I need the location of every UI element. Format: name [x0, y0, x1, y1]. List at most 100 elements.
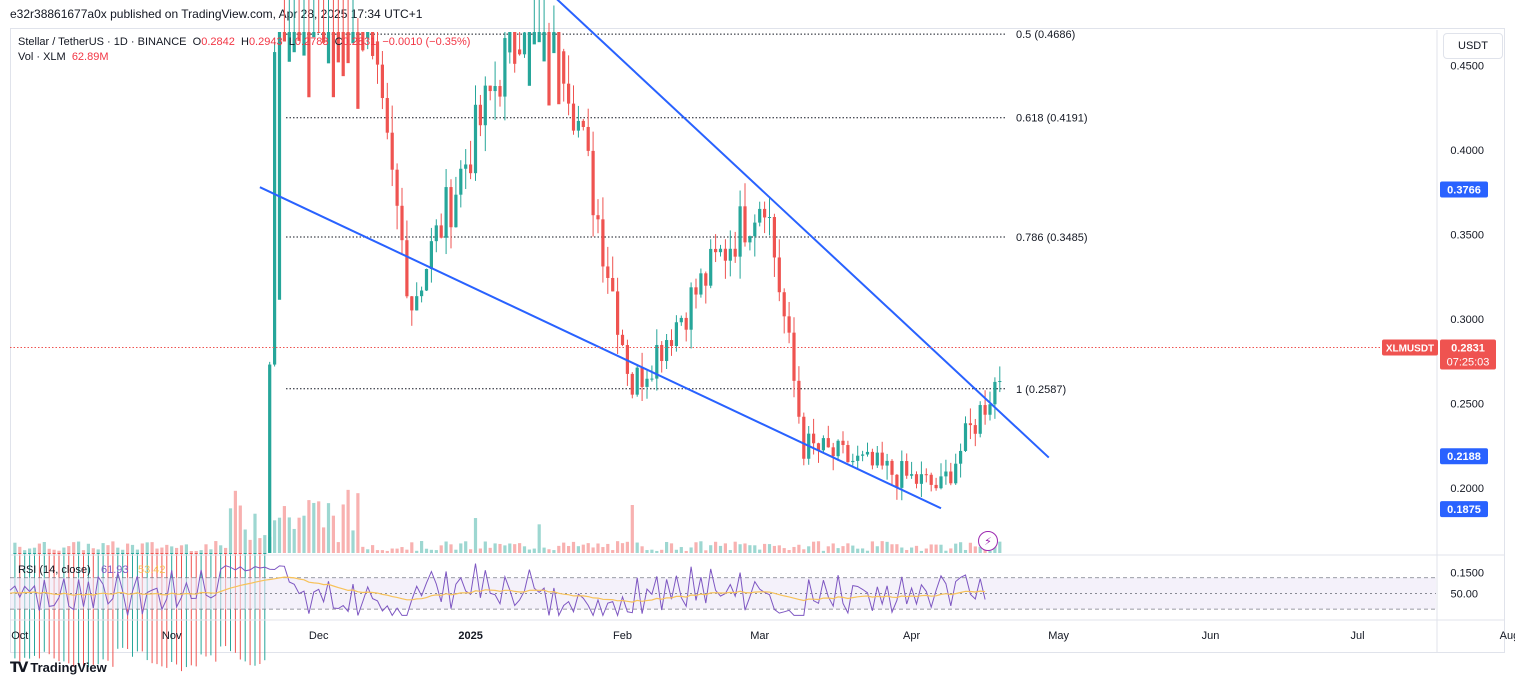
candle[interactable]	[557, 32, 561, 105]
candle[interactable]	[420, 290, 424, 297]
candle[interactable]	[875, 452, 879, 466]
candle[interactable]	[914, 474, 919, 484]
candle[interactable]	[459, 168, 463, 195]
candle[interactable]	[449, 187, 453, 228]
candle[interactable]	[900, 461, 904, 488]
candle[interactable]	[165, 553, 169, 554]
candle[interactable]	[954, 463, 958, 484]
candle[interactable]	[993, 381, 997, 405]
candle[interactable]	[405, 240, 409, 297]
candle[interactable]	[704, 273, 708, 286]
candle[interactable]	[748, 236, 752, 243]
candle[interactable]	[297, 32, 301, 41]
candle[interactable]	[263, 553, 267, 554]
price-marker[interactable]	[1440, 181, 1488, 198]
candle[interactable]	[934, 484, 938, 489]
candle[interactable]	[32, 553, 37, 554]
candle[interactable]	[562, 51, 566, 84]
candle[interactable]	[684, 317, 688, 330]
candle[interactable]	[77, 553, 81, 554]
candle[interactable]	[978, 405, 982, 434]
candle[interactable]	[57, 553, 61, 554]
candle[interactable]	[939, 476, 943, 489]
candle[interactable]	[963, 423, 968, 451]
candle[interactable]	[258, 553, 262, 554]
candle[interactable]	[865, 451, 870, 455]
candle[interactable]	[571, 103, 576, 131]
candle[interactable]	[973, 425, 977, 434]
candle[interactable]	[797, 380, 801, 417]
candle[interactable]	[527, 32, 531, 86]
candle[interactable]	[655, 344, 659, 379]
candle[interactable]	[620, 334, 625, 346]
candle[interactable]	[777, 257, 781, 293]
candle[interactable]	[630, 373, 634, 395]
candle[interactable]	[885, 460, 889, 466]
candle[interactable]	[498, 86, 502, 97]
candle[interactable]	[679, 317, 683, 323]
currency-button[interactable]: USDT	[1443, 33, 1503, 59]
candle[interactable]	[665, 340, 669, 362]
candle[interactable]	[880, 452, 884, 466]
candle[interactable]	[96, 553, 100, 554]
candle[interactable]	[723, 248, 727, 261]
candle[interactable]	[224, 553, 228, 554]
candle[interactable]	[351, 32, 355, 44]
candle[interactable]	[812, 433, 816, 444]
candle[interactable]	[802, 416, 806, 459]
candle[interactable]	[331, 32, 335, 98]
candle[interactable]	[140, 553, 144, 554]
candle[interactable]	[856, 455, 860, 461]
candle[interactable]	[81, 553, 86, 554]
candle[interactable]	[841, 440, 845, 446]
candle[interactable]	[469, 164, 473, 174]
candle[interactable]	[160, 553, 164, 554]
current-price-marker[interactable]	[1440, 339, 1496, 370]
candle[interactable]	[861, 454, 865, 456]
candle[interactable]	[238, 553, 242, 554]
candle[interactable]	[170, 553, 174, 554]
candle[interactable]	[792, 332, 796, 381]
candle[interactable]	[214, 553, 218, 554]
candle[interactable]	[522, 32, 527, 55]
candle[interactable]	[640, 367, 644, 387]
candle[interactable]	[532, 32, 536, 45]
candle[interactable]	[552, 32, 556, 54]
candle[interactable]	[101, 553, 105, 554]
candle[interactable]	[988, 404, 992, 415]
candle[interactable]	[385, 98, 389, 133]
candle[interactable]	[929, 474, 933, 485]
candle[interactable]	[846, 445, 850, 463]
candle[interactable]	[753, 222, 757, 237]
candle[interactable]	[645, 378, 649, 387]
candle[interactable]	[763, 208, 767, 218]
candle[interactable]	[782, 292, 786, 317]
candle[interactable]	[150, 553, 154, 554]
candle[interactable]	[601, 219, 605, 267]
candle[interactable]	[361, 32, 365, 51]
candle[interactable]	[836, 440, 840, 457]
candle[interactable]	[47, 553, 51, 554]
candle[interactable]	[317, 32, 321, 33]
candle[interactable]	[287, 32, 291, 62]
candle[interactable]	[219, 553, 223, 554]
candle[interactable]	[13, 553, 17, 554]
candle[interactable]	[787, 316, 791, 333]
candle[interactable]	[145, 553, 149, 554]
candle[interactable]	[772, 217, 776, 258]
candle[interactable]	[567, 83, 571, 104]
candle[interactable]	[596, 215, 600, 220]
candle[interactable]	[434, 225, 438, 242]
candle[interactable]	[905, 461, 909, 476]
trendline-upper[interactable]	[260, 0, 1050, 459]
candle[interactable]	[415, 296, 419, 311]
candle[interactable]	[694, 287, 698, 295]
candle[interactable]	[194, 553, 198, 554]
candle[interactable]	[591, 150, 595, 216]
candle[interactable]	[209, 553, 213, 554]
candle[interactable]	[371, 32, 375, 56]
candle[interactable]	[375, 41, 380, 65]
candle[interactable]	[23, 553, 27, 554]
candle[interactable]	[175, 553, 179, 554]
candle[interactable]	[968, 423, 972, 426]
